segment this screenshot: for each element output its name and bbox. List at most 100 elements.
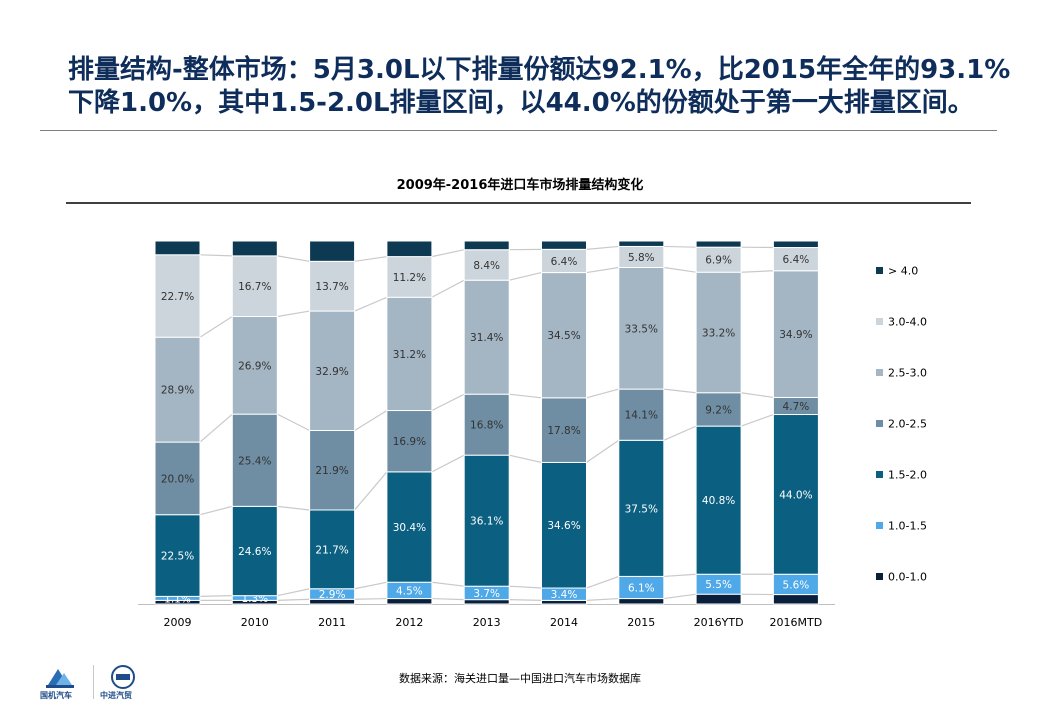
bar-segment bbox=[618, 598, 665, 605]
bar-segment bbox=[309, 260, 356, 312]
data-label: 32.9% bbox=[315, 366, 348, 378]
connector-line bbox=[431, 393, 465, 412]
x-tick-label: 2013 bbox=[473, 616, 501, 629]
bar-segment bbox=[541, 461, 587, 589]
bar-segment bbox=[695, 425, 742, 575]
chart-title-divider bbox=[66, 202, 971, 204]
data-label: 16.9% bbox=[393, 436, 426, 448]
data-label: 4.5% bbox=[396, 585, 423, 597]
bar-segment bbox=[772, 594, 819, 605]
x-tick-label: 2012 bbox=[395, 616, 423, 629]
connector-line bbox=[586, 439, 620, 463]
x-tick-label: 2016YTD bbox=[694, 616, 744, 629]
connector-line bbox=[663, 573, 697, 578]
connector-line bbox=[277, 255, 310, 262]
data-label: 2.9% bbox=[319, 589, 346, 601]
connector-line bbox=[199, 254, 233, 257]
data-label: 6.4% bbox=[551, 256, 578, 268]
connector-line bbox=[277, 310, 310, 318]
legend-label: > 4.0 bbox=[888, 265, 918, 278]
x-tick-label: 2011 bbox=[318, 616, 346, 629]
connector-line bbox=[586, 245, 619, 250]
data-label: 14.1% bbox=[625, 410, 658, 422]
legend-label: 2.5-3.0 bbox=[888, 367, 927, 380]
header-divider bbox=[40, 130, 997, 131]
bar-segment bbox=[154, 336, 201, 443]
data-label: 21.7% bbox=[315, 544, 348, 556]
connector-line bbox=[663, 593, 697, 600]
data-label: 16.8% bbox=[470, 420, 503, 432]
data-label: 22.5% bbox=[161, 551, 194, 563]
bar-segment bbox=[386, 296, 433, 412]
bar-segment bbox=[541, 272, 587, 399]
connector-line bbox=[586, 266, 619, 274]
bar-segment bbox=[463, 240, 510, 251]
connector-line bbox=[277, 598, 310, 601]
legend-swatch bbox=[876, 267, 883, 274]
bar-segment bbox=[695, 240, 742, 248]
logo-label-left: 国机汽车 bbox=[40, 691, 72, 700]
legend-swatch bbox=[876, 318, 883, 325]
connector-line bbox=[509, 454, 542, 464]
bar-segment bbox=[772, 240, 819, 249]
data-label: 13.7% bbox=[315, 281, 348, 293]
legend-swatch bbox=[876, 522, 883, 529]
bar-segment bbox=[231, 240, 278, 257]
connector-line bbox=[509, 585, 542, 589]
bar-segment bbox=[309, 310, 356, 431]
connector-line bbox=[663, 425, 697, 441]
data-label: 34.6% bbox=[547, 520, 580, 532]
bar-segment bbox=[772, 414, 819, 575]
data-label: 6.9% bbox=[705, 255, 732, 267]
bar-segment bbox=[463, 393, 510, 456]
data-label: 16.7% bbox=[238, 281, 271, 293]
data-label: 21.9% bbox=[315, 465, 348, 477]
connector-line bbox=[586, 575, 620, 589]
stacked-bar-chart: 1.1%22.5%20.0%28.9%22.7%20091.3%24.6%25.… bbox=[138, 240, 927, 629]
connector-line bbox=[586, 388, 619, 399]
bar-segment bbox=[231, 316, 278, 415]
legend-swatch bbox=[876, 420, 883, 427]
bar-segment bbox=[541, 240, 587, 250]
connector-line bbox=[431, 279, 465, 298]
data-source-note: 数据来源：海关进口量—中国进口汽车市场数据库 bbox=[399, 672, 641, 685]
connector-line bbox=[354, 597, 387, 600]
connector-line bbox=[740, 413, 774, 427]
connector-line bbox=[199, 315, 233, 338]
data-label: 17.8% bbox=[547, 425, 580, 437]
data-label: 3.7% bbox=[473, 588, 500, 600]
data-label: 33.5% bbox=[625, 323, 658, 335]
legend-label: 0.0-1.0 bbox=[888, 571, 927, 584]
connector-line bbox=[199, 595, 233, 597]
data-label: 31.2% bbox=[393, 349, 426, 361]
headline: 排量结构-整体市场：5月3.0L以下排量份额达92.1%，比2015年全年的93… bbox=[68, 54, 1028, 120]
data-label: 5.6% bbox=[783, 579, 810, 591]
headline-line-1: 排量结构-整体市场：5月3.0L以下排量份额达92.1%，比2015年全年的93… bbox=[68, 55, 1011, 85]
bar-segment bbox=[618, 240, 665, 247]
bar-segment bbox=[463, 454, 510, 587]
legend-swatch bbox=[876, 573, 883, 580]
x-tick-label: 2009 bbox=[164, 616, 192, 629]
connector-line bbox=[277, 588, 310, 597]
data-label: 28.9% bbox=[161, 385, 194, 397]
connector-line bbox=[431, 454, 465, 473]
logo-divider bbox=[93, 665, 94, 699]
bar-segment bbox=[309, 509, 356, 590]
data-label: 25.4% bbox=[238, 455, 271, 467]
data-label: 3.4% bbox=[551, 589, 578, 601]
x-tick-label: 2015 bbox=[627, 616, 655, 629]
bar-segment bbox=[695, 271, 742, 394]
data-label: 11.2% bbox=[393, 272, 426, 284]
legend-swatch bbox=[876, 369, 883, 376]
bar-segment bbox=[231, 505, 278, 597]
data-label: 5.5% bbox=[705, 579, 732, 591]
x-tick-label: 2016MTD bbox=[770, 616, 823, 629]
bar-segment bbox=[541, 397, 587, 463]
connector-line bbox=[663, 245, 697, 248]
bar-segment bbox=[695, 593, 742, 605]
data-label: 5.8% bbox=[628, 252, 655, 264]
data-label: 8.4% bbox=[473, 260, 500, 272]
connector-line bbox=[431, 597, 465, 601]
bar-segment bbox=[309, 240, 356, 262]
bar-segment bbox=[772, 270, 819, 398]
